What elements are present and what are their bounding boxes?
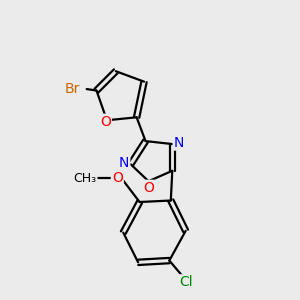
Text: N: N bbox=[119, 156, 129, 170]
Text: Cl: Cl bbox=[179, 275, 193, 289]
Text: Br: Br bbox=[65, 82, 80, 96]
Text: O: O bbox=[143, 181, 154, 195]
Text: CH₃: CH₃ bbox=[74, 172, 97, 185]
Text: O: O bbox=[112, 171, 123, 185]
Text: N: N bbox=[174, 136, 184, 150]
Text: O: O bbox=[100, 115, 111, 129]
